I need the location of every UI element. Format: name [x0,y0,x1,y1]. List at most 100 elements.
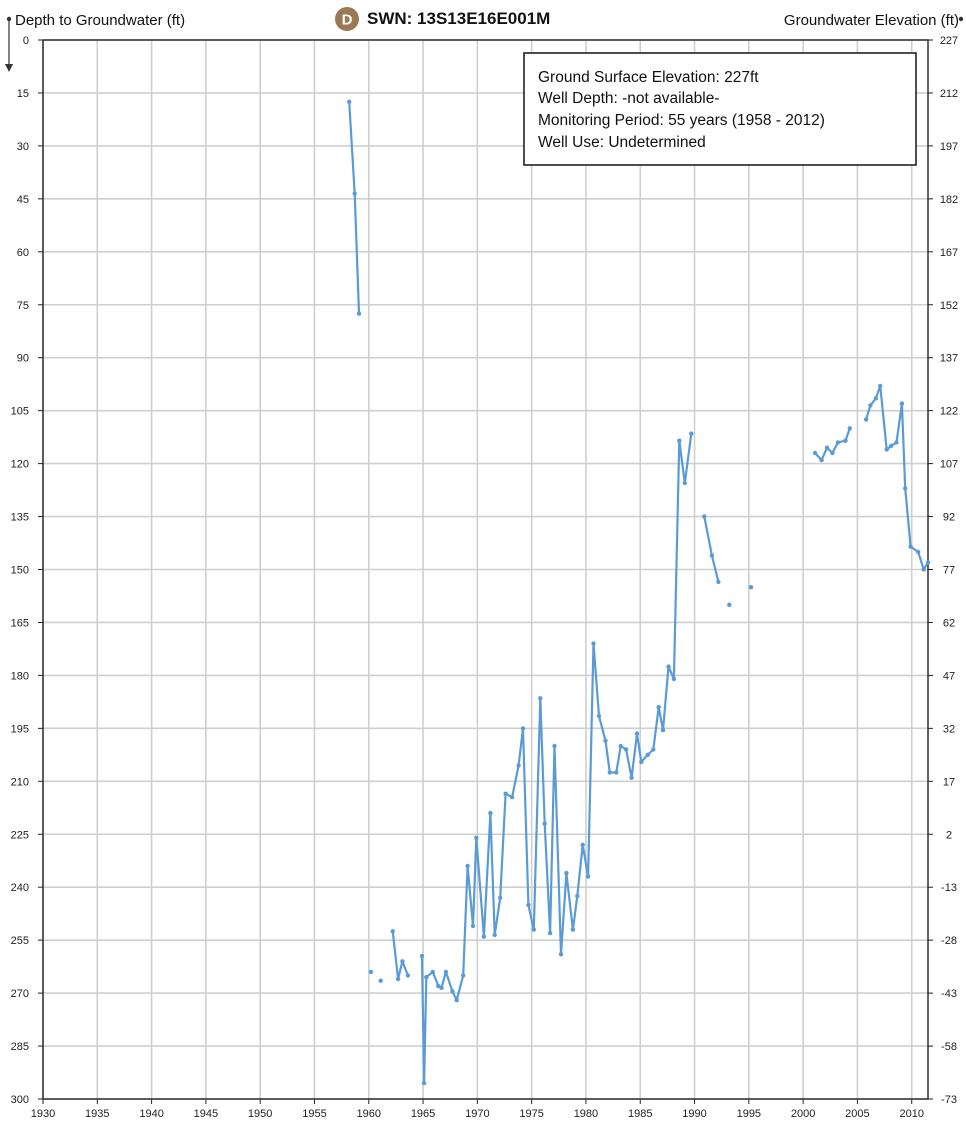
data-point [424,975,429,980]
right-tick-label: 62 [943,617,955,629]
data-point [390,929,395,934]
x-tick-label: 1990 [682,1108,706,1120]
left-tick-label: 240 [11,882,29,894]
x-tick-label: 1970 [465,1108,489,1120]
right-axis-title: Groundwater Elevation (ft) [784,12,959,29]
data-point [847,426,852,431]
info-box [523,52,917,166]
data-point [461,973,466,978]
down-arrow-icon [5,64,13,72]
right-axis-tick-labels: 227 212 197 182 167 152 137 122 107 92 77 62 47 32 17 2… [940,35,958,1106]
data-point [436,983,441,989]
data-point [503,791,508,796]
x-tick-label: 1960 [357,1108,381,1120]
data-point [558,952,564,957]
left-tick-label: 270 [11,988,29,1000]
data-point [614,770,619,775]
data-point [843,438,848,443]
data-point [596,713,602,719]
data-point [516,763,521,768]
right-tick-label: 212 [940,88,958,100]
x-tick-label: 1995 [737,1108,761,1120]
x-tick-label: 1930 [31,1108,55,1120]
right-tick-label: 17 [943,776,955,788]
data-point [916,549,921,555]
right-tick-label: 227 [940,35,958,47]
data-point [520,726,526,731]
data-point [526,902,531,908]
data-point [454,998,459,1003]
left-tick-label: 180 [11,670,29,682]
x-tick-label: 1975 [519,1108,543,1120]
data-point [450,989,455,994]
x-tick-label: 1935 [85,1108,109,1120]
series-line-segment [348,101,361,314]
data-point [421,1080,427,1086]
badge-letter: D [342,12,353,29]
data-point [580,842,585,847]
data-point [863,417,869,422]
right-tick-label: 92 [943,512,955,524]
horizontal-gridlines [38,39,933,1100]
data-point [352,191,357,196]
data-point [878,383,883,389]
left-tick-label: 300 [11,1094,29,1106]
left-tick-label: 75 [17,300,29,312]
data-point [819,457,824,463]
data-point [509,795,515,800]
right-tick-label: -73 [941,1094,957,1106]
data-point [439,985,444,990]
info-ground-surface-elevation: Ground Surface Elevation: 227ft [538,69,759,86]
left-tick-label: 120 [11,459,29,471]
data-point [709,553,715,558]
data-point [430,969,435,975]
data-point [552,743,557,749]
right-tick-label: 2 [946,829,952,841]
right-tick-label: 47 [943,670,955,682]
right-tick-label: -13 [941,882,957,894]
x-tick-label: 1980 [574,1108,598,1120]
x-tick-label: 2010 [899,1108,923,1120]
data-point [405,973,411,978]
data-point [395,976,401,982]
data-point [623,747,629,752]
data-point [564,870,569,876]
x-tick-label: 1955 [302,1108,326,1120]
right-tick-label: 167 [940,247,958,259]
left-tick-label: 150 [11,565,29,577]
left-axis-tick-labels: 0 15 30 45 60 75 90 105 120 135 150 165 180 195 210 225… [11,35,29,1106]
info-monitoring-period: Monitoring Period: 55 years (1958 - 2012… [538,112,825,129]
data-point [671,676,677,682]
data-point [547,930,553,936]
right-tick-label: 197 [940,141,958,153]
data-point [629,775,634,780]
left-tick-label: 105 [11,406,29,418]
depth-series [347,99,931,1086]
data-point [419,953,425,959]
data-point [888,443,894,449]
data-point [899,401,905,406]
data-point [531,927,536,932]
x-tick-label: 1985 [628,1108,652,1120]
right-tick-label: 107 [940,459,958,471]
data-point [465,863,470,869]
data-point [618,743,623,749]
data-point [666,664,671,669]
plot-frame [42,39,929,1100]
data-point [634,731,640,736]
data-point [748,585,754,590]
left-axis-title: Depth to Groundwater (ft) [15,12,185,29]
data-point [702,514,707,519]
right-tick-label: 137 [940,353,958,365]
data-point [660,727,666,733]
left-tick-label: 30 [17,141,29,153]
data-point [378,978,383,983]
left-tick-label: 0 [23,35,29,47]
left-tick-label: 135 [11,512,29,524]
x-tick-label: 2005 [845,1108,869,1120]
right-tick-label: 122 [940,406,958,418]
data-point [727,602,732,607]
data-point [921,567,926,572]
data-point [873,396,879,401]
x-tick-label: 1965 [411,1108,435,1120]
